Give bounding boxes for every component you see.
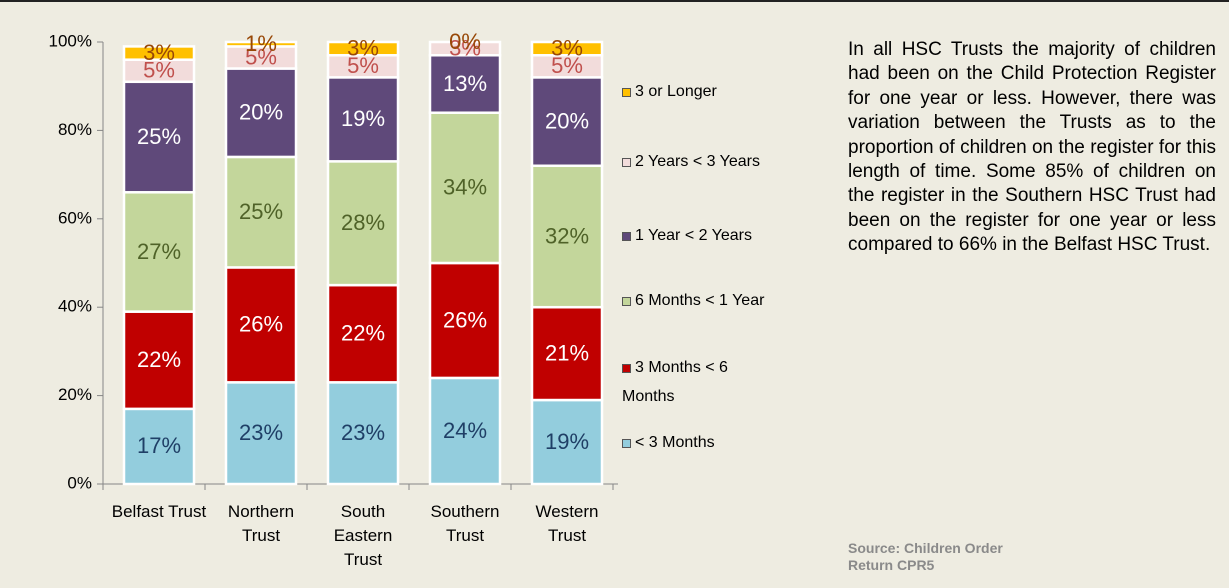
value-label: 5% [551, 53, 583, 78]
value-label: 24% [443, 418, 487, 443]
bar-segment [530, 398, 604, 486]
value-label: 0% [449, 29, 481, 54]
x-tick-label: South Eastern Trust [333, 502, 393, 569]
bar-segment [326, 283, 400, 384]
value-label: 22% [137, 347, 181, 372]
value-label: 19% [341, 106, 385, 131]
bar-segment [530, 305, 604, 402]
value-label: 28% [341, 210, 385, 235]
legend-item: 2 Years < 3 Years [622, 147, 772, 176]
value-label: 26% [443, 307, 487, 332]
bar-segment [326, 76, 400, 163]
value-label: 34% [443, 175, 487, 200]
y-tick-label: 80% [58, 120, 92, 139]
legend-swatch [622, 439, 631, 448]
value-label: 32% [545, 223, 589, 248]
x-tick-label: Northern Trust [227, 502, 295, 545]
bar-segment [122, 80, 196, 194]
legend-label: 6 Months < 1 Year [635, 292, 765, 309]
value-label: 17% [137, 433, 181, 458]
value-label: 3% [551, 35, 583, 60]
legend-swatch [622, 297, 631, 306]
legend-label: 2 Years < 3 Years [635, 153, 760, 170]
bar-segment [224, 40, 298, 48]
bar-segment [326, 160, 400, 287]
bar-segment [326, 381, 400, 486]
bar-segment [428, 261, 502, 380]
bar-segment [122, 407, 196, 486]
bar-segment [428, 54, 502, 114]
y-tick-label: 60% [58, 208, 92, 227]
x-tick-label: Western Trust [535, 502, 599, 545]
value-label: 23% [341, 420, 385, 445]
value-label: 20% [545, 108, 589, 133]
legend-label: 3 Months < 6 Months [622, 359, 728, 405]
value-label: 23% [239, 420, 283, 445]
y-tick-label: 20% [58, 385, 92, 404]
bar-segment [122, 310, 196, 411]
value-label: 1% [245, 31, 277, 56]
value-label: 27% [137, 239, 181, 264]
value-label: 5% [245, 44, 277, 69]
legend-swatch [622, 88, 631, 97]
bar-segment [224, 67, 298, 159]
y-tick-label: 40% [58, 297, 92, 316]
value-label: 26% [239, 312, 283, 337]
bar-segment [530, 76, 604, 168]
legend-item: 3 Months < 6 Months [622, 353, 772, 411]
legend-item: 6 Months < 1 Year [622, 286, 822, 315]
bar-segment [428, 40, 502, 57]
bar-segment [224, 266, 298, 384]
value-label: 19% [545, 429, 589, 454]
bar-segment [122, 191, 196, 313]
value-label: 3% [347, 35, 379, 60]
legend-item: 1 Year < 2 Years [622, 221, 772, 250]
legend-label: 3 or Longer [635, 83, 717, 100]
value-label: 25% [239, 199, 283, 224]
legend-swatch [622, 364, 631, 373]
legend-item: 3 or Longer [622, 77, 772, 106]
value-label: 5% [143, 58, 175, 83]
bar-segment [326, 40, 400, 57]
value-label: 5% [347, 53, 379, 78]
bar-segment [122, 45, 196, 61]
bar-segment [224, 381, 298, 486]
value-label: 21% [545, 340, 589, 365]
source: Source: Children Order Return CPR5 [848, 540, 1003, 573]
y-tick-label: 100% [49, 31, 92, 50]
value-label: 20% [239, 100, 283, 125]
x-tick-label: Belfast Trust [111, 502, 207, 521]
value-label: 22% [341, 321, 385, 346]
legend-item: < 3 Months [622, 428, 772, 457]
value-label: 3% [143, 40, 175, 65]
bar-segment [224, 155, 298, 269]
value-label: 3% [449, 35, 481, 60]
legend-swatch [622, 158, 631, 167]
bar-segment [530, 164, 604, 309]
x-tick-label: Southern Trust [430, 502, 500, 545]
legend-swatch [622, 232, 631, 241]
bar-segment [530, 40, 604, 57]
y-tick-label: 0% [67, 473, 92, 492]
note: In all HSC Trusts the majority of childr… [848, 39, 1216, 256]
value-label: 13% [443, 71, 487, 96]
value-label: 25% [137, 124, 181, 149]
legend-label: < 3 Months [635, 434, 715, 451]
legend-label: 1 Year < 2 Years [635, 227, 752, 244]
